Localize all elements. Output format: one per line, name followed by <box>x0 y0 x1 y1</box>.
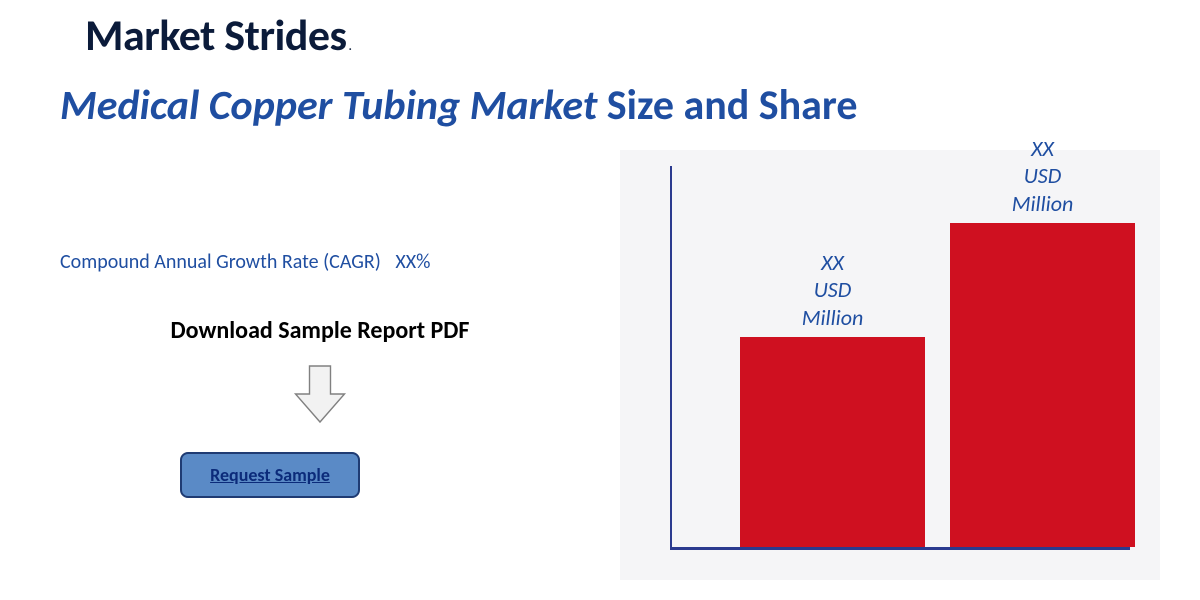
left-column: Compound Annual Growth Rate (CAGR) XX% D… <box>60 250 580 498</box>
page-title-emphasis: Medical Copper Tubing Market <box>60 80 597 131</box>
chart-bar-label: XX USD Million <box>963 135 1123 218</box>
chart-plot-area: XX USD MillionXX USD Million <box>630 156 1150 570</box>
page-title-rest: Size and Share <box>597 80 857 131</box>
page-root: Market Strides. Medical Copper Tubing Ma… <box>0 0 1200 600</box>
cagr-value: XX% <box>395 250 430 274</box>
chart-bar-label: XX USD Million <box>753 249 913 332</box>
cagr-label: Compound Annual Growth Rate (CAGR) <box>60 250 381 274</box>
chart-bar <box>950 223 1135 547</box>
brand-logo-dot: . <box>349 40 352 54</box>
download-arrow-wrap <box>110 359 530 434</box>
page-title: Medical Copper Tubing Market Size and Sh… <box>60 80 858 131</box>
chart-x-axis <box>670 547 1130 550</box>
download-sample-heading: Download Sample Report PDF <box>110 316 530 345</box>
request-sample-button[interactable]: Request Sample <box>180 452 360 498</box>
brand-logo-text: Market Strides <box>85 8 347 62</box>
down-arrow-icon <box>285 359 355 429</box>
market-size-chart: XX USD MillionXX USD Million <box>620 150 1160 580</box>
chart-y-axis <box>670 166 672 548</box>
brand-logo: Market Strides. <box>85 8 351 62</box>
request-sample-wrap: Request Sample <box>60 452 480 498</box>
cagr-line: Compound Annual Growth Rate (CAGR) XX% <box>60 250 580 274</box>
chart-bar <box>740 337 925 547</box>
